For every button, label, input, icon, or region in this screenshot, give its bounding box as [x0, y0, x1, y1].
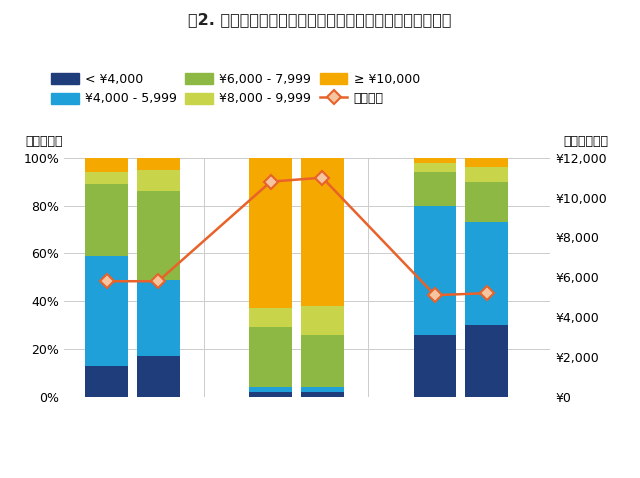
Bar	[413, 335, 456, 397]
Bar	[301, 158, 344, 306]
Text: 図2. 冬タイヤ主要サイズ　価格帯別本数構成比・平均価格: 図2. 冬タイヤ主要サイズ 価格帯別本数構成比・平均価格	[188, 12, 452, 27]
Bar	[413, 163, 456, 172]
Bar	[137, 170, 179, 191]
Bar	[85, 366, 128, 397]
Bar	[465, 158, 508, 167]
Bar	[301, 335, 344, 387]
Bar	[250, 308, 292, 327]
Bar	[85, 158, 128, 172]
Bar	[250, 392, 292, 397]
Bar	[137, 280, 179, 356]
Bar	[465, 222, 508, 325]
Bar	[301, 387, 344, 392]
Bar	[137, 356, 179, 397]
Bar	[250, 158, 292, 308]
Bar	[465, 182, 508, 222]
Bar	[413, 206, 456, 335]
Legend: < ¥4,000, ¥4,000 - 5,999, ¥6,000 - 7,999, ¥8,000 - 9,999, ≥ ¥10,000, 平均価格: < ¥4,000, ¥4,000 - 5,999, ¥6,000 - 7,999…	[51, 73, 420, 106]
Bar	[413, 172, 456, 206]
Text: （構成比）: （構成比）	[25, 135, 63, 148]
Bar	[137, 191, 179, 280]
Bar	[137, 158, 179, 170]
Bar	[250, 327, 292, 387]
Bar	[465, 325, 508, 397]
Bar	[413, 158, 456, 163]
Bar	[85, 184, 128, 256]
Bar	[301, 306, 344, 335]
Bar	[301, 392, 344, 397]
Text: （平均価格）: （平均価格）	[564, 135, 609, 148]
Bar	[85, 172, 128, 184]
Bar	[250, 387, 292, 392]
Bar	[85, 256, 128, 366]
Bar	[465, 167, 508, 182]
